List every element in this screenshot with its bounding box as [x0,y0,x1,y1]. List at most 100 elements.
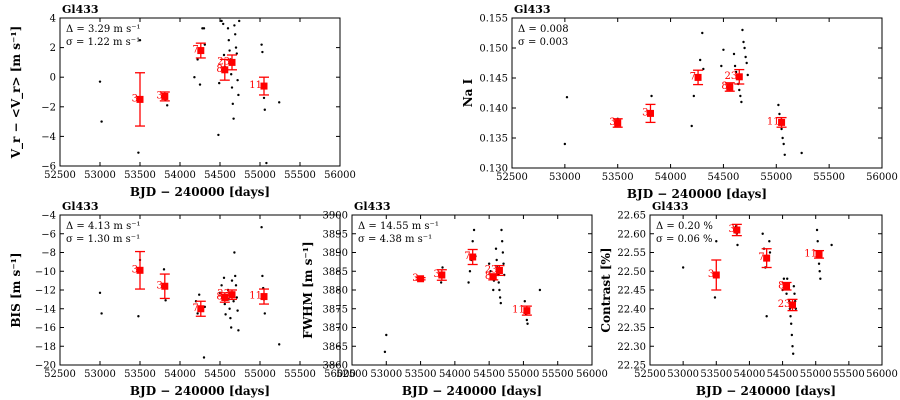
bis-raw-point [100,312,103,315]
bis-raw-point [234,284,238,287]
contrast-ytick-label: 22.35 [617,323,646,334]
na-xtick-label: 56000 [866,172,898,183]
rv-raw-point [235,52,238,55]
rv-raw-point [260,43,263,46]
rv-xtick-label: 53000 [84,170,116,181]
rv-raw-point [261,50,264,54]
fwhm-panel: 52500 53000 53500 54000 54500 55000 55500 56000… [301,200,608,398]
na-binned-point [778,118,786,126]
contrast-title: Gl433 [652,200,689,213]
rv-annotation: Δ = 3.29 m s⁻¹ [66,24,140,35]
rv-raw-point [237,93,240,97]
fwhm-ytick-label: 3900 [323,211,348,222]
fwhm-raw-point [502,262,505,265]
contrast-binned-label: 3 [708,269,714,280]
bis-raw-point [237,329,240,332]
fwhm-raw-point [383,350,387,354]
contrast-raw-point [786,277,789,280]
na-panel: 52500 53000 53500 54000 54500 55000 55500 56000… [461,3,898,201]
na-xtick-label: 53000 [549,172,581,183]
fwhm-ytick-label: 3865 [323,342,348,353]
rv-raw-point [138,39,142,42]
contrast-ytick-label: 22.50 [617,267,646,278]
contrast-binned-point [783,282,791,290]
rv-xtick-label: 54500 [204,170,236,181]
bis-binned-label: 23 [217,289,230,300]
fwhm-raw-point [468,270,472,273]
fwhm-title: Gl433 [354,200,391,213]
fwhm-ytick-label: 3870 [323,323,348,334]
contrast-binned-label: 7 [758,252,764,263]
bis-raw-point [196,312,199,315]
fwhm-raw-point [489,270,492,273]
contrast-binned-label: 8 [778,280,784,291]
fwhm-binned-point [438,271,446,279]
rv-xtick-label: 55000 [244,170,276,181]
rv-raw-point [196,58,199,61]
fwhm-binned-point [489,273,497,281]
na-raw-point [722,48,725,51]
na-ytick-label: 0.135 [479,134,508,145]
rv-raw-point [218,81,221,85]
bis-raw-point [235,296,238,299]
fwhm-xtick-label: 56000 [576,369,608,380]
bis-xtick-label: 53500 [124,369,156,380]
na-raw-point [733,64,737,68]
fwhm-binned-label: 11 [512,305,525,316]
bis-binned-label: 3 [156,280,162,291]
contrast-ytick-label: 22.25 [617,361,646,372]
rv-raw-point [236,78,239,82]
fwhm-raw-point [498,296,502,299]
rv-raw-point [232,117,235,120]
fwhm-raw-point [487,262,491,265]
rv-binned-label: 3 [132,93,138,104]
na-raw-point [742,40,745,44]
rv-ytick-label: −6 [41,162,56,173]
bis-ytick-label: −20 [35,361,56,372]
na-xtick-label: 52500 [496,172,528,183]
contrast-panel: 52500 53000 53500 54000 54500 55000 55500 56000… [599,200,898,398]
rv-raw-point [100,120,103,123]
rv-xtick-label: 53500 [124,170,156,181]
na-xtick-label: 55500 [813,172,845,183]
contrast-ytick-label: 22.45 [617,286,646,297]
na-binned-point [726,83,734,91]
rv-raw-point [228,49,231,52]
na-xtick-label: 54500 [708,172,740,183]
fwhm-ytick-label: 3860 [323,361,348,372]
fwhm-annotation: Δ = 14.55 m s⁻¹ [358,221,439,232]
contrast-raw-point [785,292,788,295]
contrast-raw-point [681,266,685,269]
na-annotation: σ = 0.003 [518,37,568,48]
bis-ytick-label: −16 [35,323,56,334]
bis-xtick-label: 54000 [164,369,196,380]
rv-binned-point [136,95,144,103]
contrast-raw-point [819,277,822,280]
na-raw-point [777,103,780,107]
fwhm-xtick-label: 53500 [405,369,437,380]
bis-raw-point [233,251,236,254]
fwhm-raw-point [492,288,495,292]
contrast-ytick-label: 22.65 [617,211,646,222]
bis-binned-point [136,266,144,274]
rv-raw-point [222,22,225,26]
bis-raw-point [260,225,263,229]
fwhm-raw-point [523,300,526,303]
na-raw-point [692,94,696,98]
bis-binned-label: 11 [249,291,262,302]
rv-ytick-label: −2 [41,102,56,113]
rv-raw-point [202,27,206,30]
na-raw-point [745,61,748,65]
na-ytick-label: 0.140 [479,104,508,115]
contrast-xtick-label: 54000 [734,369,766,380]
rv-ytick-label: 4 [50,14,56,25]
na-ytick-label: 0.130 [479,164,508,175]
fwhm-xtick-label: 53000 [370,369,402,380]
contrast-xlabel: BJD − 240000 [days] [696,384,836,398]
rv-binned-label: 11 [249,80,262,91]
contrast-raw-point [830,243,833,247]
fwhm-raw-point [498,288,501,292]
bis-raw-point [162,268,166,271]
bis-ytick-label: −10 [35,267,56,278]
